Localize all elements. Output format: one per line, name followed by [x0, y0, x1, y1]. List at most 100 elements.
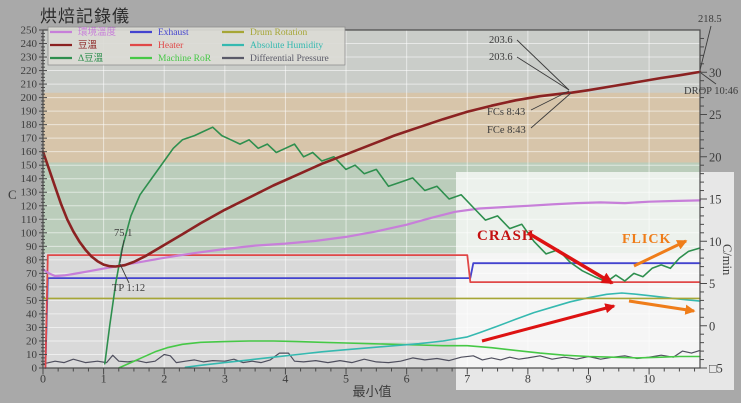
highlight-overlay-box	[456, 172, 734, 390]
svg-text:20: 20	[26, 335, 38, 347]
svg-text:25: 25	[709, 108, 722, 122]
svg-text:8: 8	[525, 372, 531, 386]
annotation-drop-label: DROP 10:46	[684, 72, 738, 97]
svg-text:170: 170	[21, 133, 38, 145]
legend-item-豆溫: 豆溫	[50, 40, 98, 51]
svg-text:60: 60	[26, 281, 38, 293]
svg-text:Drum Rotation: Drum Rotation	[250, 28, 308, 38]
svg-text:0: 0	[40, 372, 46, 386]
svg-text:0: 0	[709, 319, 715, 333]
svg-text:190: 190	[21, 106, 38, 118]
crash-arrow	[527, 231, 614, 285]
right-axis: □5 0 5 10 15 20 25 30 C/min	[700, 37, 734, 376]
svg-text:Exhaust: Exhaust	[158, 28, 189, 38]
legend-item-machine-ror: Machine RoR	[130, 54, 212, 64]
annotation-drop-temp: 218.5	[698, 14, 722, 71]
svg-text:30: 30	[709, 66, 722, 80]
series-heater	[44, 254, 701, 369]
legend-item-heater: Heater	[130, 41, 184, 51]
svg-text:120: 120	[21, 200, 38, 212]
svg-text:250: 250	[21, 25, 38, 37]
page-title: 烘焙記錄儀	[40, 7, 130, 26]
svg-text:3: 3	[222, 372, 228, 386]
legend-box	[47, 26, 346, 66]
series-humidity	[184, 292, 701, 369]
annotation-fcs-temp-2: 203.6	[489, 52, 570, 91]
flick-arrow	[633, 239, 688, 268]
maillard-phase-band	[43, 92, 700, 163]
svg-text:0: 0	[32, 363, 38, 375]
svg-text:50: 50	[26, 295, 38, 307]
x-axis-label: 最小值	[352, 384, 391, 399]
svg-text:10: 10	[26, 349, 38, 361]
series-machine-ror	[118, 340, 701, 369]
svg-text:150: 150	[21, 160, 38, 172]
svg-text:Δ豆溫: Δ豆溫	[78, 53, 104, 64]
humidity-rise-arrow	[481, 303, 616, 343]
svg-text:230: 230	[21, 52, 38, 64]
svg-text:環境溫度: 環境溫度	[78, 26, 117, 38]
flick-label: FLICK	[622, 232, 671, 247]
annotation-fcs-label: FCs 8:43	[487, 90, 570, 118]
svg-text:210: 210	[21, 79, 38, 91]
legend-item-環境溫度: 環境溫度	[50, 26, 117, 38]
svg-text:160: 160	[21, 146, 38, 158]
svg-text:80: 80	[26, 254, 38, 266]
series-ambient	[41, 199, 702, 278]
svg-text:220: 220	[21, 65, 38, 77]
svg-text:DROP 10:46: DROP 10:46	[684, 86, 738, 97]
svg-text:FCe 8:43: FCe 8:43	[487, 125, 526, 136]
legend-item-δ豆溫: Δ豆溫	[50, 53, 104, 64]
svg-text:□5: □5	[709, 362, 723, 376]
legend-item-drum-rotation: Drum Rotation	[222, 28, 308, 38]
legend-item-differential-pressure: Differential Pressure	[222, 53, 329, 64]
humidity-fall-arrow	[628, 299, 696, 315]
svg-text:40: 40	[26, 308, 38, 320]
svg-text:100: 100	[21, 227, 38, 239]
svg-text:7: 7	[464, 372, 470, 386]
annotation-fce-label: FCe 8:43	[487, 92, 572, 136]
svg-text:TP 1:12: TP 1:12	[112, 283, 145, 294]
svg-text:130: 130	[21, 187, 38, 199]
svg-text:4: 4	[282, 372, 288, 386]
svg-text:Machine RoR: Machine RoR	[158, 54, 212, 64]
series-diff-pressure	[42, 349, 701, 365]
svg-text:203.6: 203.6	[489, 52, 513, 63]
svg-text:110: 110	[21, 214, 38, 226]
svg-text:6: 6	[404, 372, 410, 386]
svg-text:200: 200	[21, 92, 38, 104]
svg-text:140: 140	[21, 173, 38, 185]
crash-label: CRASH	[477, 228, 535, 244]
x-axis: 0 1 2 3 4 5 6 7 8 9 10 最小值	[40, 368, 696, 399]
svg-text:Heater: Heater	[158, 41, 184, 51]
svg-text:20: 20	[709, 150, 722, 164]
svg-text:5: 5	[343, 372, 349, 386]
legend-item-absolute-humidity: Absolute Humidity	[222, 41, 323, 51]
svg-text:9: 9	[585, 372, 591, 386]
annotation-tp-temp: 75.1	[114, 228, 132, 264]
svg-text:15: 15	[709, 193, 722, 207]
right-axis-label: C/min	[720, 244, 734, 276]
series-bean	[41, 70, 702, 268]
svg-text:Absolute Humidity: Absolute Humidity	[250, 41, 323, 51]
svg-text:240: 240	[21, 38, 38, 50]
annotations: 203.6 203.6 FCs 8:43 FCe 8:43 218.5 DROP 10:4…	[112, 14, 738, 294]
svg-text:75.1: 75.1	[114, 228, 132, 239]
svg-text:豆溫: 豆溫	[78, 40, 98, 51]
annotation-fcs-temp-1: 203.6	[489, 35, 570, 91]
svg-text:Differential Pressure: Differential Pressure	[250, 53, 329, 64]
svg-text:70: 70	[26, 268, 38, 280]
svg-text:203.6: 203.6	[489, 35, 513, 46]
annotation-tp-label: TP 1:12	[112, 263, 145, 294]
svg-text:10: 10	[709, 235, 722, 249]
svg-text:180: 180	[21, 119, 38, 131]
svg-text:90: 90	[26, 241, 38, 253]
svg-text:10: 10	[643, 372, 655, 386]
svg-text:218.5: 218.5	[698, 14, 722, 25]
svg-text:1: 1	[101, 372, 107, 386]
svg-text:30: 30	[26, 322, 38, 334]
